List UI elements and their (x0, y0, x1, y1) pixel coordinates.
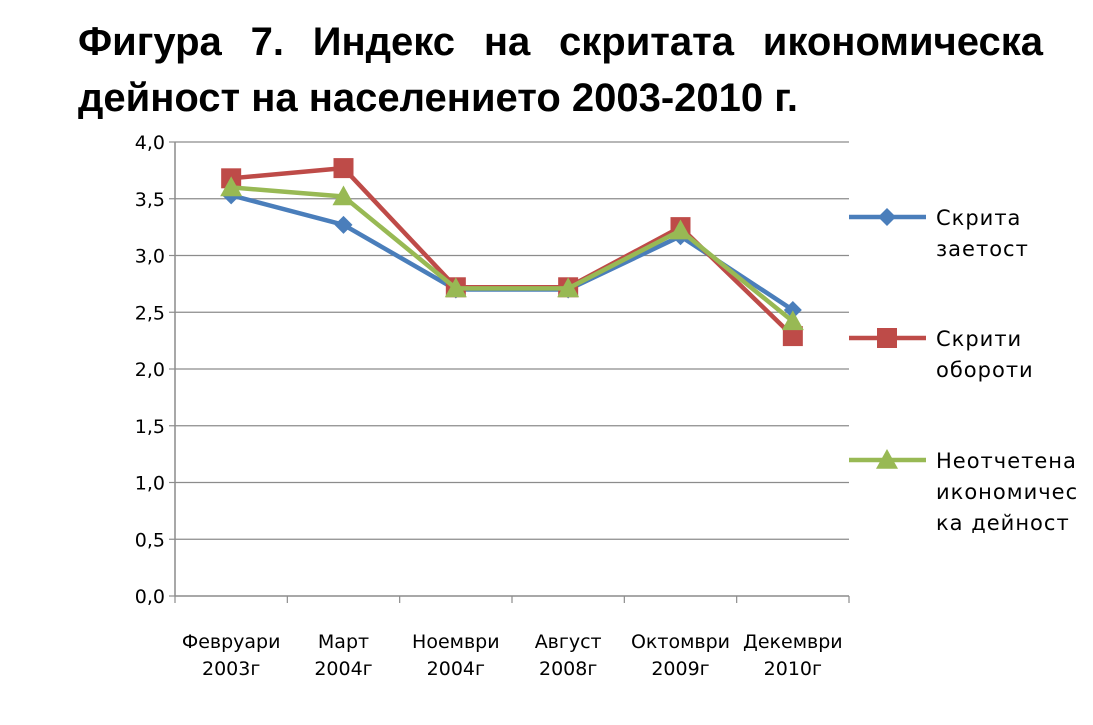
y-tick-label: 2,0 (135, 359, 165, 381)
series-2-point (782, 326, 803, 347)
x-tick-label: 2004г (314, 658, 372, 680)
legend-label: ка дейност (936, 511, 1070, 535)
x-tick-label: Февруари (182, 631, 281, 653)
y-tick-label: 4,0 (135, 132, 165, 154)
x-tick-label: Март (318, 631, 369, 653)
legend-marker-1 (878, 208, 896, 226)
legend-label: Неотчетена (936, 449, 1077, 473)
legend-marker-3 (876, 449, 898, 469)
legend-label: обороти (936, 358, 1034, 382)
y-tick-label: 1,5 (135, 416, 165, 438)
y-tick-label: 2,5 (135, 302, 165, 324)
series-3-point (557, 277, 580, 298)
series-1-point (334, 215, 353, 234)
x-tick-label: 2009г (651, 658, 709, 680)
y-tick-label: 0,5 (135, 529, 165, 551)
legend-marker-2 (877, 328, 897, 348)
legend-label: заетост (936, 237, 1029, 261)
series-3-point (444, 277, 467, 298)
chart-title-line-1: Фигура 7. Индекс на скритата икономическ… (78, 20, 1043, 64)
series-3-point (781, 310, 804, 331)
series-2-point (333, 158, 354, 179)
legend-label: Скрита (936, 206, 1021, 230)
series-1-point (783, 300, 802, 319)
x-tick-label: 2010г (764, 658, 822, 680)
x-tick-label: Ноември (412, 631, 500, 653)
series-line-3 (230, 185, 795, 324)
chart-title-line-2: дейност на населението 2003-2010 г. (78, 76, 799, 120)
chart-title: Фигура 7. Индекс на скритата икономическ… (78, 14, 1043, 126)
series-3-point (332, 185, 355, 206)
y-tick-label: 3,5 (135, 189, 165, 211)
y-tick-label: 1,0 (135, 473, 165, 495)
x-tick-label: Декември (743, 631, 843, 653)
x-tick-label: 2004г (427, 658, 485, 680)
y-tick-label: 0,0 (135, 586, 165, 608)
y-tick-label: 3,0 (135, 246, 165, 268)
x-tick-label: Октомври (631, 631, 730, 653)
x-tick-label: 2008г (539, 658, 597, 680)
x-tick-label: 2003г (202, 658, 260, 680)
series-3-point (220, 176, 243, 197)
legend-label: Скрити (936, 327, 1022, 351)
x-tick-label: Август (535, 631, 602, 653)
legend-label: икономичес (936, 480, 1078, 504)
series-3-point (669, 219, 692, 240)
